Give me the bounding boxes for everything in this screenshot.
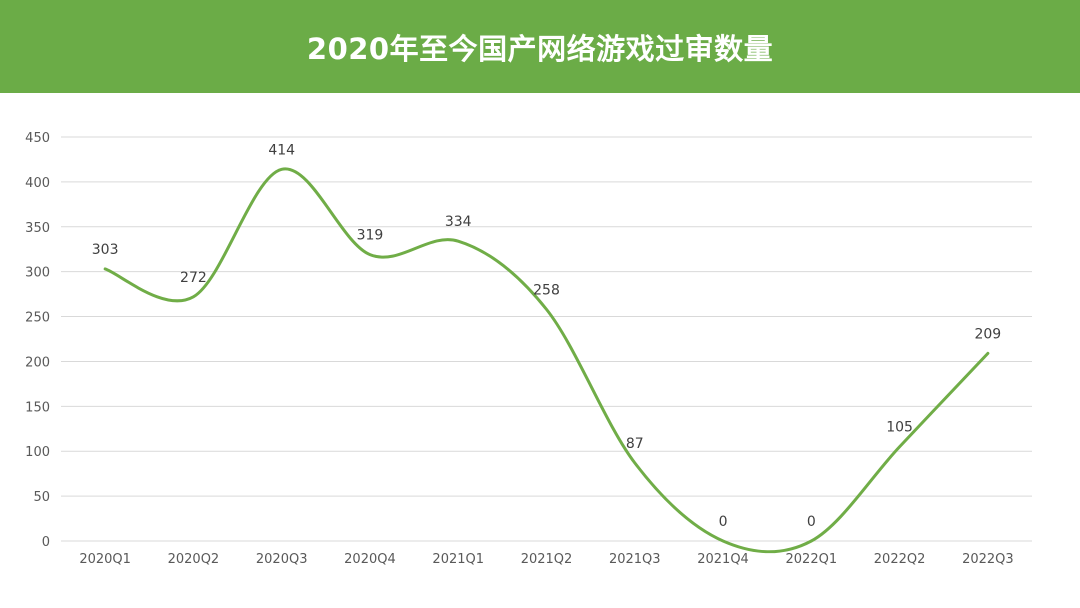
data-label: 105 bbox=[886, 420, 913, 436]
data-label: 334 bbox=[445, 214, 472, 230]
x-tick-label: 2022Q3 bbox=[962, 552, 1014, 567]
y-tick-label: 50 bbox=[33, 490, 50, 505]
data-label: 258 bbox=[533, 282, 560, 298]
x-tick-label: 2022Q2 bbox=[874, 552, 926, 567]
y-tick-label: 350 bbox=[25, 221, 50, 236]
line-chart: 0 50 100 150 200 250 300 350 400 450 2020Q1 2020Q2… bbox=[25, 131, 1032, 567]
x-tick-label: 2021Q2 bbox=[521, 552, 573, 567]
x-tick-label: 2020Q2 bbox=[168, 552, 220, 567]
data-label: 209 bbox=[974, 326, 1001, 342]
y-tick-label: 0 bbox=[42, 535, 50, 550]
data-label: 0 bbox=[807, 514, 816, 530]
chart-header: 2020年至今国产网络游戏过审数量 bbox=[0, 0, 1080, 93]
x-tick-label: 2020Q1 bbox=[79, 552, 131, 567]
y-tick-label: 450 bbox=[25, 131, 50, 146]
y-tick-label: 400 bbox=[25, 176, 50, 191]
x-tick-label: 2020Q3 bbox=[256, 552, 308, 567]
x-tick-label: 2021Q1 bbox=[432, 552, 484, 567]
chart-area: 0 50 100 150 200 250 300 350 400 450 2020Q1 2020Q2… bbox=[0, 93, 1080, 604]
y-tick-label: 100 bbox=[25, 445, 50, 460]
x-tick-label: 2022Q1 bbox=[786, 552, 838, 567]
data-label: 87 bbox=[626, 436, 644, 452]
series-line-path bbox=[103, 167, 990, 554]
y-tick-label: 200 bbox=[25, 355, 50, 370]
x-axis-ticks: 2020Q1 2020Q2 2020Q3 2020Q4 2021Q1 2021Q2 2021… bbox=[79, 552, 1013, 567]
y-tick-label: 300 bbox=[25, 266, 50, 281]
data-label: 319 bbox=[357, 228, 384, 244]
data-label: 272 bbox=[180, 270, 207, 286]
data-label: 414 bbox=[268, 142, 295, 158]
chart-title: 2020年至今国产网络游戏过审数量 bbox=[306, 31, 774, 66]
y-tick-label: 150 bbox=[25, 400, 50, 415]
data-labels: 303 272 414 319 334 258 87 0 0 105 209 bbox=[92, 142, 1001, 530]
y-axis-ticks: 0 50 100 150 200 250 300 350 400 450 bbox=[25, 131, 50, 550]
series-line bbox=[103, 167, 990, 554]
x-tick-label: 2020Q4 bbox=[344, 552, 396, 567]
y-tick-label: 250 bbox=[25, 311, 50, 326]
grid-lines bbox=[61, 136, 1032, 542]
data-label: 0 bbox=[719, 514, 728, 530]
data-label: 303 bbox=[92, 242, 119, 258]
x-tick-label: 2021Q3 bbox=[609, 552, 661, 567]
x-tick-label: 2021Q4 bbox=[697, 552, 749, 567]
